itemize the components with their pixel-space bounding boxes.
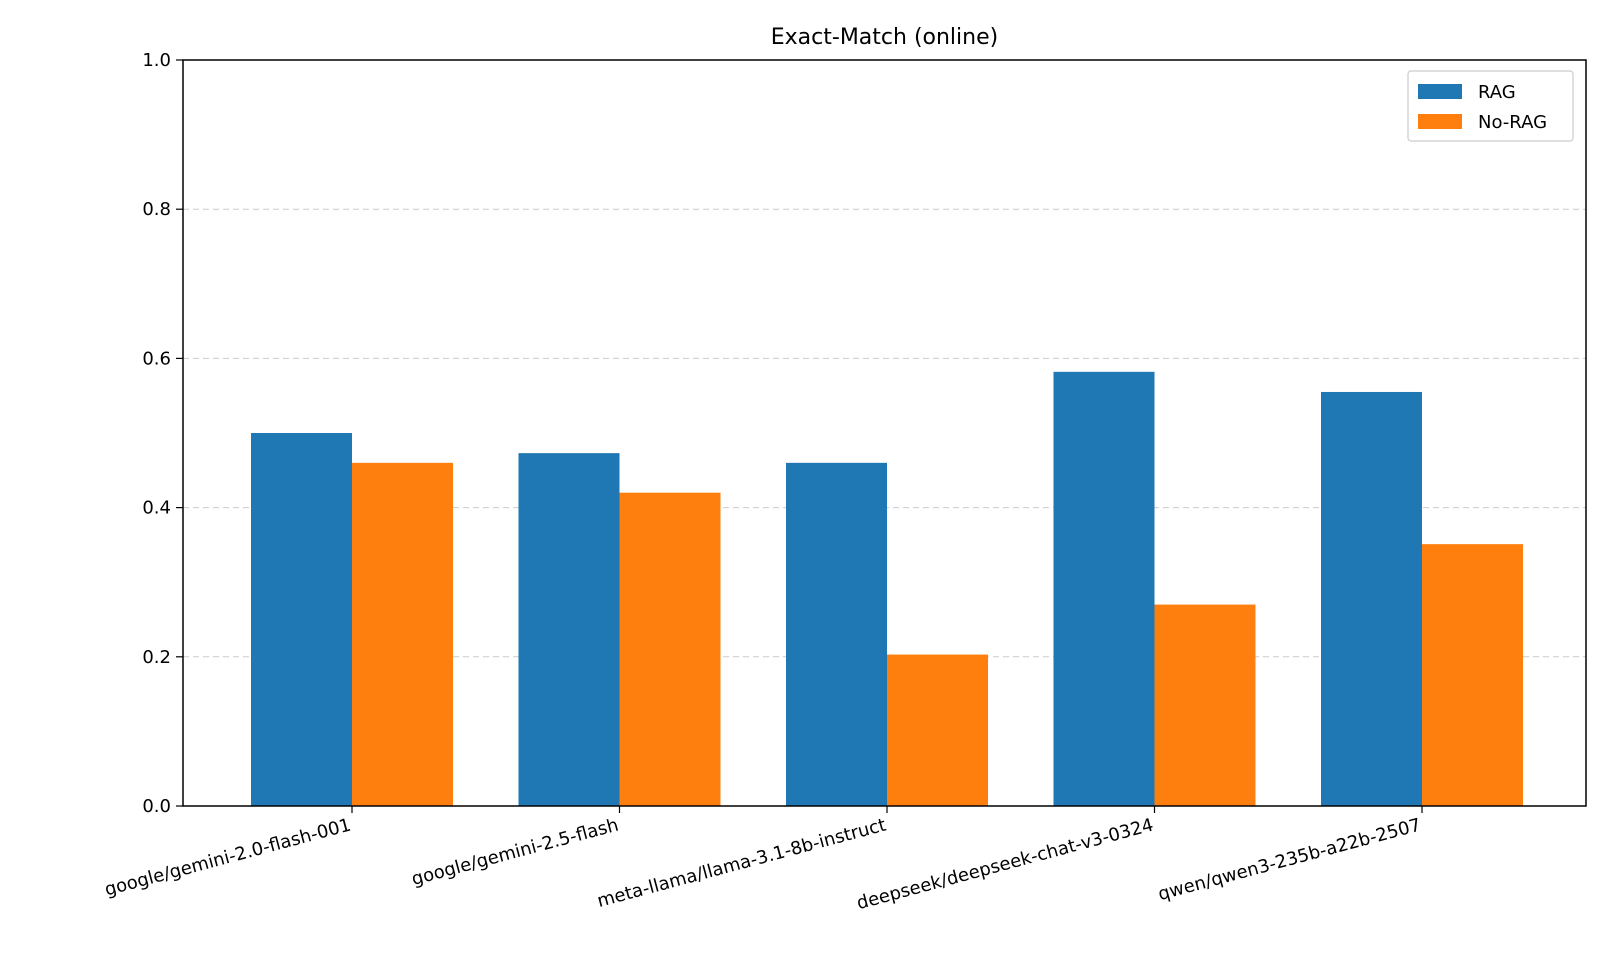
bars [251,371,1523,806]
y-tick-label-3: 0.6 [142,348,171,369]
x-tick-label-4: qwen/qwen3-235b-a22b-2507 [1156,815,1423,905]
y-axis-ticks: 0.0 0.2 0.4 0.6 0.8 1.0 [142,50,183,817]
legend-label-0: RAG [1478,82,1516,103]
y-tick-label-0: 0.0 [142,796,171,817]
bar-no-rag-2 [887,654,988,806]
y-tick-label-2: 0.4 [142,498,171,519]
x-tick-label-3: deepseek/deepseek-chat-v3-0324 [855,815,1156,915]
y-tick-label-5: 1.0 [142,50,171,71]
legend-swatch-1 [1418,114,1462,129]
x-tick-label-2: meta-llama/llama-3.1-8b-instruct [595,815,888,912]
bar-rag-3 [1053,371,1155,806]
bar-no-rag-4 [1422,544,1523,806]
y-tick-label-4: 0.8 [142,199,171,220]
legend-swatch-0 [1418,84,1462,99]
y-tick-label-1: 0.2 [142,647,171,668]
chart-title: Exact-Match (online) [771,25,998,50]
x-tick-label-1: google/gemini-2.5-flash [409,815,620,890]
bar-no-rag-0 [352,462,453,806]
bar-rag-4 [1321,391,1422,806]
bar-rag-0 [251,433,352,806]
plot-frame [182,59,1587,807]
x-axis-ticks: google/gemini-2.0-flash-001 google/gemini… [102,806,1423,914]
bar-rag-2 [786,462,887,806]
legend: RAG No-RAG [1407,70,1574,142]
legend-label-1: No-RAG [1478,112,1547,133]
bar-no-rag-1 [619,492,721,806]
axes [182,59,1587,807]
bar-rag-1 [518,453,620,806]
x-tick-label-0: google/gemini-2.0-flash-001 [102,815,353,901]
bar-no-rag-3 [1154,604,1256,806]
